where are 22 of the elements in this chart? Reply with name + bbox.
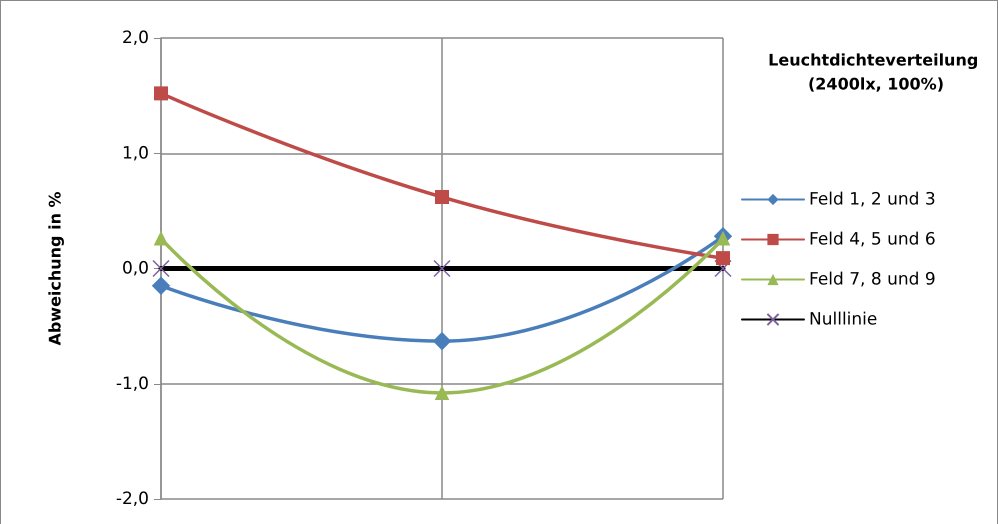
point [154, 86, 168, 100]
point [152, 276, 170, 295]
legend-label: Nulllinie [809, 310, 878, 330]
legend-label: Feld 4, 5 und 6 [809, 230, 936, 250]
y-tick-label: 0,0 [122, 258, 149, 278]
y-tick-label: 1,0 [122, 143, 149, 164]
legend-label: Feld 7, 8 und 9 [809, 270, 936, 290]
point [152, 260, 170, 278]
point [433, 260, 451, 278]
y-tick-label: -1,0 [116, 374, 149, 394]
point [433, 332, 451, 350]
y-tick-label: 2,0 [122, 28, 149, 48]
point [435, 386, 449, 400]
point [435, 190, 449, 204]
point [154, 232, 168, 246]
point [716, 232, 730, 246]
y-axis-title: Abweichung in % [46, 191, 64, 346]
point [716, 251, 730, 266]
y-tick-label: -2,0 [116, 489, 149, 509]
legend-label: Feld 1, 2 und 3 [809, 190, 936, 210]
point [714, 260, 732, 278]
text: Leuchtdichteverteilung (2400lx, 100%) [768, 50, 984, 94]
